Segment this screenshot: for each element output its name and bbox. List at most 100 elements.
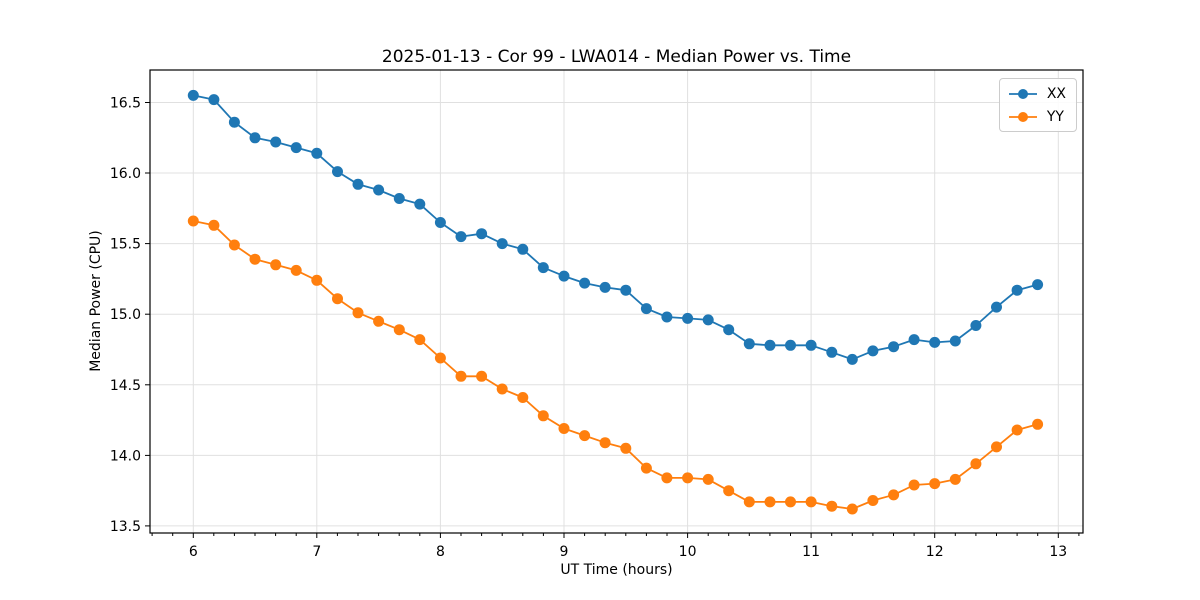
data-point-xx [620,284,632,296]
data-point-xx [558,270,570,282]
data-point-xx [805,339,817,351]
data-point-xx [949,335,961,347]
data-point-yy [1032,418,1044,430]
data-point-yy [826,500,838,512]
data-point-yy [640,462,652,474]
data-point-yy [332,293,343,305]
data-point-yy [888,489,900,501]
data-point-yy [908,479,920,491]
data-point-yy [743,496,755,508]
data-point-yy [558,423,570,434]
data-point-yy [208,219,220,231]
legend-item-xx: XX [1008,83,1066,104]
data-point-xx [352,178,364,190]
x-tick-label: 12 [926,544,944,560]
data-point-yy [620,442,632,454]
data-point-yy [496,383,508,395]
data-point-xx [455,231,467,243]
data-point-xx [1011,284,1023,296]
data-point-yy [764,496,776,508]
y-tick-label: 15.5 [110,237,141,253]
data-point-yy [393,324,405,336]
data-point-xx [228,116,240,128]
data-point-yy [290,264,302,276]
data-point-xx [373,184,385,196]
legend-sample-marker [1017,111,1028,122]
data-point-xx [888,341,900,353]
data-point-xx [743,338,755,350]
data-point-yy [970,458,982,470]
x-tick-label: 11 [802,544,820,560]
data-point-xx [187,89,199,101]
data-point-xx [393,193,405,204]
data-point-yy [846,503,858,515]
data-point-xx [661,311,673,323]
legend-item-yy: YY [1008,106,1066,127]
x-tick-label: 10 [679,544,697,560]
x-tick-label: 8 [436,544,445,560]
data-point-xx [682,312,694,324]
x-tick-label: 6 [189,544,198,560]
data-point-yy [949,473,961,485]
data-point-yy [414,334,426,346]
y-tick-label: 14.5 [110,378,141,394]
y-tick-label: 16.5 [110,96,141,112]
legend-label-xx: XX [1046,85,1066,102]
data-point-xx [970,320,982,331]
data-point-xx [434,217,446,228]
plot-border [149,69,1084,534]
x-tick-label: 7 [312,544,321,560]
data-point-yy [455,370,467,382]
data-point-yy [249,253,261,265]
x-axis-label: UT Time (hours) [560,562,673,578]
data-point-xx [290,142,302,154]
data-point-yy [434,352,446,364]
y-tick-label: 14.0 [110,448,141,464]
data-point-yy [702,473,714,485]
data-point-xx [908,334,920,346]
data-point-xx [991,301,1002,313]
data-point-xx [270,136,282,148]
data-point-xx [846,353,858,365]
data-point-yy [785,496,796,508]
y-tick-label: 13.5 [110,519,141,535]
data-point-yy [311,274,323,286]
data-point-xx [764,339,776,351]
data-point-xx [702,314,714,326]
data-point-yy [517,392,529,403]
data-point-yy [228,239,240,251]
data-point-yy [476,370,488,382]
data-point-yy [352,307,364,319]
data-point-yy [373,315,385,327]
data-point-yy [723,485,735,497]
data-point-xx [332,166,343,178]
data-point-xx [1032,279,1044,291]
data-point-yy [805,496,817,508]
data-point-xx [723,324,735,336]
data-point-xx [599,281,611,293]
data-point-yy [867,495,879,506]
y-tick-label: 15.0 [110,307,141,323]
x-tick-label: 13 [1049,544,1067,560]
legend-label-yy: YY [1046,108,1064,125]
data-point-yy [929,478,941,490]
y-axis-label: Median Power (CPU) [88,230,104,372]
y-tick-label: 16.0 [110,166,141,182]
data-point-xx [311,147,323,159]
x-tick-label: 9 [560,544,569,560]
data-point-yy [1011,424,1023,436]
data-point-yy [579,430,591,442]
data-point-xx [640,303,652,315]
data-point-yy [187,215,199,227]
data-point-yy [270,259,282,271]
legend-line-marker-icon [1008,88,1037,99]
data-point-yy [661,472,673,484]
data-point-yy [682,472,694,484]
chart-title: 2025-01-13 - Cor 99 - LWA014 - Median Po… [381,47,852,67]
legend-line-marker-icon [1008,111,1037,122]
data-point-xx [929,336,941,348]
data-point-xx [496,238,508,250]
data-point-xx [414,198,426,210]
data-point-yy [537,410,549,422]
